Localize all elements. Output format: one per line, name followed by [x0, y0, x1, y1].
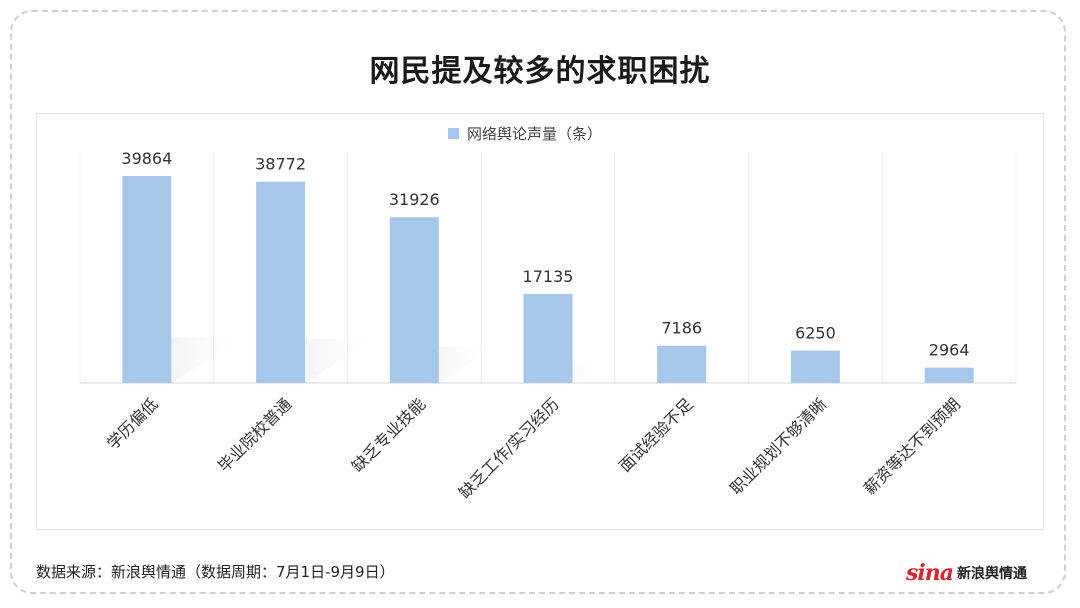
legend: 网络舆论声量（条） — [448, 122, 602, 144]
category-tick-label: 毕业院校普通 — [214, 394, 295, 475]
bar — [924, 367, 974, 383]
category-tick-label: 职业规划不够清晰 — [726, 394, 830, 498]
sina-logo: sina 新浪舆情通 — [906, 560, 1027, 586]
category-tick-label: 面试经验不足 — [615, 394, 696, 475]
bar — [523, 294, 573, 383]
logo-mark: sina — [906, 560, 954, 586]
bar — [122, 176, 172, 383]
category-tick-label: 缺乏专业技能 — [348, 394, 429, 475]
chart-title: 网民提及较多的求职困扰 — [369, 54, 711, 89]
legend-label: 网络舆论声量（条） — [467, 124, 603, 143]
category-tick-label: 学历偏低 — [103, 394, 162, 453]
data-label: 6250 — [795, 324, 836, 343]
data-label: 2964 — [929, 341, 970, 360]
bar — [389, 217, 439, 383]
data-label: 17135 — [523, 267, 574, 286]
bar — [657, 345, 707, 383]
bar — [256, 181, 306, 383]
category-tick-label: 薪资等达不到预期 — [860, 394, 964, 498]
data-label: 38772 — [255, 155, 306, 174]
category-tick-label: 缺乏工作/实习经历 — [455, 394, 563, 502]
data-label: 31926 — [389, 190, 440, 209]
logo-text: 新浪舆情通 — [957, 566, 1027, 582]
data-label: 39864 — [121, 149, 172, 168]
data-source-note: 数据来源：新浪舆情通（数据周期：7月1日-9月9日） — [36, 563, 395, 581]
bar — [790, 350, 840, 383]
legend-swatch — [448, 127, 459, 139]
data-label: 7186 — [661, 319, 702, 338]
